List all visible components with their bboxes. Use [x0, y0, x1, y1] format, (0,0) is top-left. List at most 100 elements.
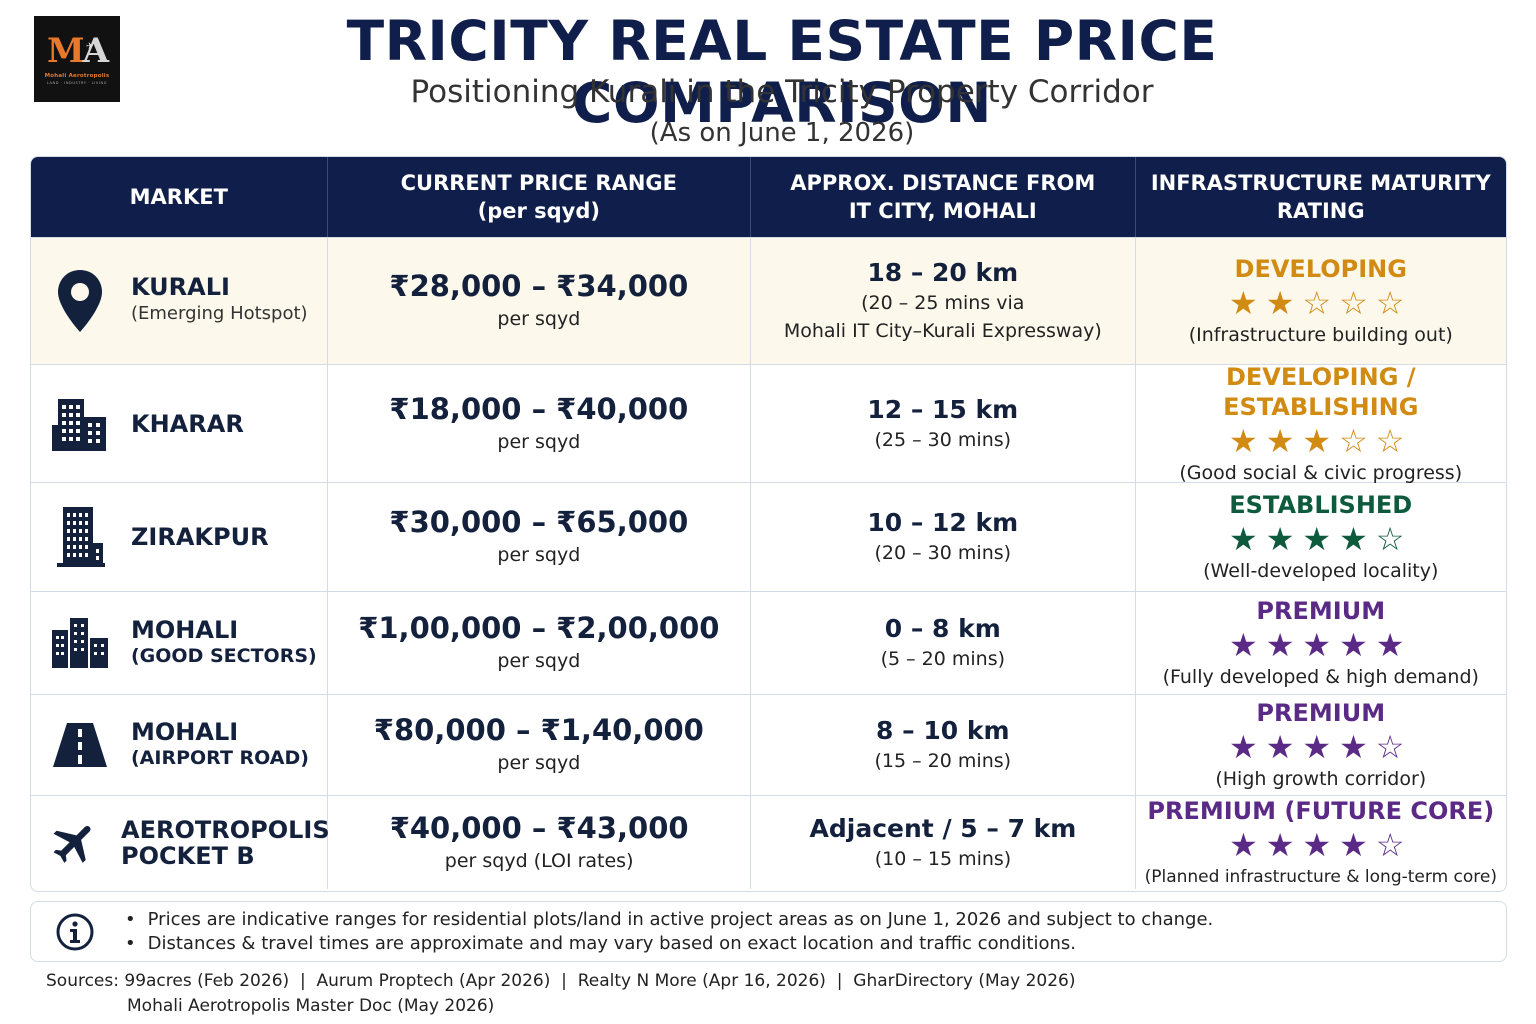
- market-cell: MOHALI (AIRPORT ROAD): [31, 695, 328, 795]
- travel-time: (15 – 20 mins): [874, 750, 1012, 772]
- price-range: ₹1,00,000 – ₹2,00,000: [358, 611, 720, 645]
- market-subtitle: POCKET B: [121, 841, 255, 870]
- market-cell: AEROTROPOLIS POCKET B: [31, 796, 330, 889]
- sources-line: Mohali Aerotropolis Master Doc (May 2026…: [127, 996, 495, 1016]
- market-cell: KHARAR: [31, 365, 328, 482]
- location-pin-icon: [49, 268, 111, 334]
- stars-filled: ★★★★★: [1229, 626, 1413, 664]
- stars-empty: ☆: [1375, 520, 1413, 558]
- sources: Sources: 99acres (Feb 2026) | Aurum Prop…: [46, 969, 1075, 1019]
- rating-note: (High growth corridor): [1215, 768, 1427, 790]
- market-cell: KURALI (Emerging Hotspot): [31, 238, 328, 364]
- rating-label: ESTABLISHED: [1229, 491, 1413, 519]
- star-rating: ★★★☆☆: [1229, 422, 1412, 460]
- rating-label: PREMIUM: [1256, 699, 1386, 727]
- rating-cell: PREMIUM ★★★★★ (Fully developed & high de…: [1136, 592, 1506, 694]
- price-range: ₹80,000 – ₹1,40,000: [373, 713, 704, 747]
- star-rating: ★★☆☆☆: [1229, 284, 1412, 322]
- rating-cell: ESTABLISHED ★★★★☆ (Well-developed locali…: [1136, 483, 1506, 591]
- stars-filled: ★★★: [1229, 421, 1340, 460]
- disclaimer-box: Prices are indicative ranges for residen…: [30, 901, 1507, 962]
- travel-time: (20 – 30 mins): [874, 542, 1012, 564]
- airplane-icon: [49, 810, 101, 876]
- market-name: KHARAR: [131, 409, 244, 438]
- distance-cell: 0 – 8 km (5 – 20 mins): [751, 592, 1136, 694]
- as-of-date: (As on June 1, 2026): [649, 118, 915, 148]
- rating-cell: PREMIUM ★★★★☆ (High growth corridor): [1136, 695, 1506, 795]
- market-subtitle: (AIRPORT ROAD): [131, 747, 309, 769]
- stars-empty: ☆☆☆: [1302, 284, 1413, 322]
- header-price: CURRENT PRICE RANGE (per sqyd): [328, 157, 752, 237]
- price-cell: ₹30,000 – ₹65,000 per sqyd: [328, 483, 752, 591]
- buildings-icon: [49, 391, 111, 457]
- distance-value: 12 – 15 km: [867, 394, 1019, 424]
- price-range: ₹30,000 – ₹65,000: [389, 505, 689, 539]
- header-distance: APPROX. DISTANCE FROM IT CITY, MOHALI: [751, 157, 1136, 237]
- table-row: ZIRAKPUR ₹30,000 – ₹65,000 per sqyd 10 –…: [31, 482, 1506, 591]
- star-rating: ★★★★☆: [1229, 728, 1412, 766]
- header-market: MARKET: [31, 157, 328, 237]
- disclaimer-list: Prices are indicative ranges for residen…: [125, 908, 1214, 956]
- market-name: AEROTROPOLIS: [121, 815, 330, 844]
- info-icon: [56, 913, 94, 950]
- distance-cell: Adjacent / 5 – 7 km (10 – 15 mins): [751, 796, 1136, 889]
- table-row: KURALI (Emerging Hotspot) ₹28,000 – ₹34,…: [31, 237, 1506, 364]
- brand-logo: ✈ MA Mohali Aerotropolis LAND · INDUSTRY…: [34, 16, 120, 102]
- price-unit: per sqyd (LOI rates): [444, 849, 634, 872]
- price-range: ₹40,000 – ₹43,000: [389, 810, 689, 845]
- rating-note: (Well-developed locality): [1203, 560, 1439, 582]
- distance-cell: 18 – 20 km (20 – 25 mins via Mohali IT C…: [751, 238, 1136, 364]
- disclaimer-item: Distances & travel times are approximate…: [125, 932, 1213, 956]
- price-cell: ₹18,000 – ₹40,000 per sqyd: [328, 365, 752, 482]
- logo-tagline: LAND · INDUSTRY · LIVING: [46, 80, 108, 85]
- table-row: AEROTROPOLIS POCKET B ₹40,000 – ₹43,000 …: [31, 795, 1506, 889]
- price-unit: per sqyd: [497, 752, 581, 774]
- stars-filled: ★★: [1229, 284, 1303, 322]
- rating-label: PREMIUM (FUTURE CORE): [1147, 796, 1495, 825]
- distance-cell: 12 – 15 km (25 – 30 mins): [751, 365, 1136, 482]
- rating-cell: PREMIUM (FUTURE CORE) ★★★★☆ (Planned inf…: [1136, 796, 1506, 889]
- table-row: KHARAR ₹18,000 – ₹40,000 per sqyd 12 – 1…: [31, 362, 1506, 484]
- market-subtitle: (GOOD SECTORS): [131, 645, 317, 667]
- price-unit: per sqyd: [497, 650, 581, 672]
- distance-value: 10 – 12 km: [867, 508, 1019, 537]
- tower-icon: [49, 504, 111, 570]
- comparison-table: MARKET CURRENT PRICE RANGE (per sqyd) APP…: [30, 156, 1507, 892]
- logo-name: Mohali Aerotropolis: [44, 72, 110, 79]
- table-row: MOHALI (GOOD SECTORS) ₹1,00,000 – ₹2,00,…: [31, 591, 1506, 694]
- table-row: MOHALI (AIRPORT ROAD) ₹80,000 – ₹1,40,00…: [31, 694, 1506, 795]
- travel-time: (5 – 20 mins): [880, 648, 1005, 670]
- rating-label: PREMIUM: [1256, 597, 1386, 625]
- travel-time: (10 – 15 mins): [874, 847, 1012, 870]
- distance-value: 8 – 10 km: [876, 716, 1010, 745]
- price-unit: per sqyd: [497, 544, 581, 566]
- rating-label: DEVELOPING: [1234, 255, 1407, 283]
- rating-note: (Planned infrastructure & long-term core…: [1144, 866, 1497, 887]
- page-title: TRICITY REAL ESTATE PRICE COMPARISON: [346, 9, 1218, 135]
- star-rating: ★★★★☆: [1229, 520, 1412, 558]
- stars-filled: ★★★★: [1229, 825, 1376, 864]
- star-rating: ★★★★★: [1229, 626, 1412, 664]
- market-name: ZIRAKPUR: [131, 523, 269, 551]
- page-subtitle: Positioning Kurali in the Tricity Proper…: [410, 74, 1154, 110]
- market-name: MOHALI: [131, 718, 239, 746]
- rating-cell: DEVELOPING ★★☆☆☆ (Infrastructure buildin…: [1136, 238, 1506, 364]
- rating-label: DEVELOPING / ESTABLISHING: [1223, 362, 1419, 421]
- distance-value: Adjacent / 5 – 7 km: [809, 813, 1077, 843]
- rating-note: (Fully developed & high demand): [1162, 666, 1479, 688]
- distance-cell: 10 – 12 km (20 – 30 mins): [751, 483, 1136, 591]
- distance-cell: 8 – 10 km (15 – 20 mins): [751, 695, 1136, 795]
- market-cell: MOHALI (GOOD SECTORS): [31, 592, 328, 694]
- rating-note: (Good social & civic progress): [1179, 461, 1463, 484]
- price-range: ₹28,000 – ₹34,000: [389, 269, 689, 303]
- stars-empty: ☆: [1375, 825, 1413, 864]
- rating-note: (Infrastructure building out): [1188, 324, 1453, 346]
- price-cell: ₹1,00,000 – ₹2,00,000 per sqyd: [328, 592, 752, 694]
- plane-icon: ✈: [86, 42, 94, 52]
- market-cell: ZIRAKPUR: [31, 483, 328, 591]
- road-icon: [49, 712, 111, 778]
- header-rating: INFRASTRUCTURE MATURITY RATING: [1150, 171, 1491, 223]
- disclaimer-item: Prices are indicative ranges for residen…: [125, 908, 1214, 932]
- price-cell: ₹28,000 – ₹34,000 per sqyd: [328, 238, 752, 364]
- price-cell: ₹80,000 – ₹1,40,000 per sqyd: [328, 695, 752, 795]
